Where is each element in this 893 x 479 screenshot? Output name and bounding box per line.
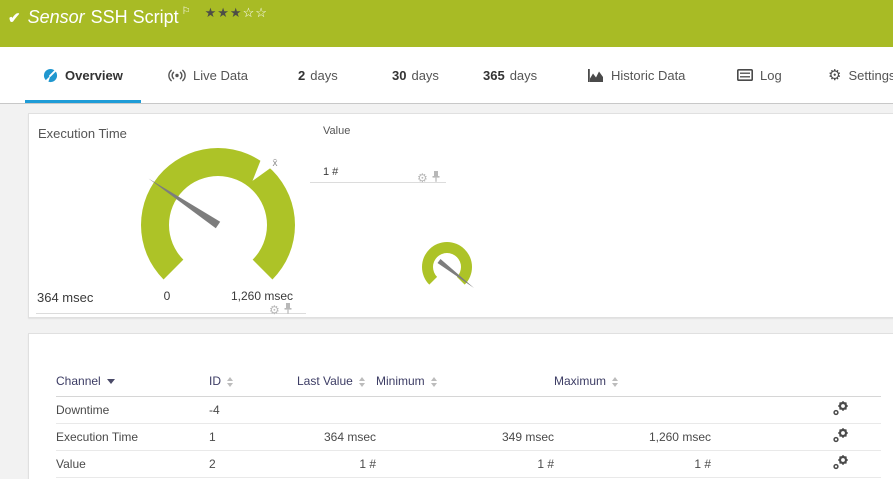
tab-overview-label: Overview [65,67,123,83]
gauges-panel: Execution Time x̄ 0 1,260 msec 364 msec … [28,113,893,318]
tab-historic-data[interactable]: Historic Data [580,47,693,103]
execution-time-gauge[interactable]: x̄ [133,140,303,315]
gauge-pin-icon[interactable] [432,169,440,187]
cell-minimum [376,396,554,424]
tab-historic-data-label: Historic Data [611,67,686,83]
cell-last-value [297,396,376,424]
table-row-value: Value 2 1 # 1 # 1 # [56,450,881,478]
gauge-scale-min: 0 [163,289,171,303]
sensor-header: ✔ Sensor SSH Script ⚐ ★★★☆☆ [0,0,893,47]
column-header-minimum[interactable]: Minimum [376,366,554,397]
column-header-id[interactable]: ID [209,366,297,397]
cell-channel[interactable]: Downtime [56,396,209,424]
channel-settings-icon[interactable] [833,400,849,416]
live-data-icon [168,69,186,82]
gauge-settings-gear-icon[interactable]: ⚙ [417,171,428,185]
table-header-row: Channel ID Last Value Minimum Maximum [56,366,881,397]
tab-settings[interactable]: ⚙ Settings [820,47,893,103]
tab-30-days-label: days [411,67,439,83]
column-header-channel[interactable]: Channel [56,366,209,397]
tab-live-data[interactable]: Live Data [160,47,256,103]
sensor-name: SSH Script [90,7,179,27]
tab-settings-label: Settings [848,67,893,83]
average-marker-notch [252,157,273,181]
gauge-value-current-value: 1 # [323,166,339,178]
cell-actions [711,423,881,451]
cell-channel[interactable]: Value [56,450,209,478]
column-header-actions [711,366,881,397]
cell-id: -4 [209,396,297,424]
stars-filled-icon[interactable]: ★★★ [204,5,243,20]
tab-2-days-label: days [310,67,338,83]
average-marker-label: x̄ [273,158,278,169]
gauge-pin-icon[interactable] [284,301,292,319]
column-header-last-value[interactable]: Last Value [297,366,376,397]
channel-table-panel: Channel ID Last Value Minimum Maximum Do… [28,333,893,479]
tab-30-days[interactable]: 30 days [384,47,447,103]
cell-actions [711,450,881,478]
gauge-execution-time-tools: ⚙ [269,301,292,319]
cell-channel[interactable]: Execution Time [56,423,209,451]
gauge-settings-gear-icon[interactable]: ⚙ [269,303,280,317]
sensor-kind-label: Sensor [27,7,85,27]
tab-365-days[interactable]: 365 days [475,47,545,103]
cell-minimum: 349 msec [376,423,554,451]
sensor-tab-bar: Overview Live Data 2 days 30 days 365 da… [0,47,893,104]
priority-flag-icon[interactable]: ⚐ [181,6,191,17]
sort-icon [358,376,365,387]
cell-last-value: 1 # [297,450,376,478]
gear-icon: ⚙ [828,66,842,84]
gauge-value-title: Value [323,125,351,137]
gauge-needle [148,178,221,229]
stars-empty-icon[interactable]: ☆☆ [242,5,268,20]
tab-30-days-number: 30 [392,67,407,83]
cell-maximum: 1 # [554,450,711,478]
gauge-needle [437,259,474,288]
cell-maximum: 1,260 msec [554,423,711,451]
table-row-downtime: Downtime -4 [56,396,881,424]
gauge-scale-max: 1,260 msec [230,289,294,303]
cell-id: 1 [209,423,297,451]
tab-log-label: Log [760,67,782,83]
channel-table: Channel ID Last Value Minimum Maximum Do… [56,366,881,478]
gauge-icon [43,68,58,83]
value-gauge[interactable] [412,230,502,315]
sort-icon [430,376,437,387]
tab-log[interactable]: Log [729,47,790,103]
sort-icon [227,376,233,387]
channel-settings-icon[interactable] [833,454,849,470]
column-header-maximum[interactable]: Maximum [554,366,711,397]
gauge-value-tools: ⚙ [417,169,440,187]
cell-actions [711,396,881,424]
tab-live-data-label: Live Data [193,67,248,83]
cell-maximum [554,396,711,424]
tab-2-days[interactable]: 2 days [290,47,346,103]
log-icon [737,69,753,81]
sort-desc-icon [106,379,115,385]
priority-stars[interactable]: ★★★☆☆ [205,5,268,21]
overview-content: Execution Time x̄ 0 1,260 msec 364 msec … [0,104,893,479]
channel-settings-icon[interactable] [833,427,849,443]
sort-icon [612,376,619,387]
status-ok-check-icon: ✔ [8,10,21,27]
tab-365-days-label: days [509,67,538,83]
table-row-execution-time: Execution Time 1 364 msec 349 msec 1,260… [56,423,881,451]
gauge-block-divider [36,313,306,314]
cell-last-value: 364 msec [297,423,376,451]
tab-2-days-number: 2 [298,67,306,83]
cell-id: 2 [209,450,297,478]
gauge-block-divider [310,182,446,183]
cell-minimum: 1 # [376,450,554,478]
gauge-execution-time-current-value: 364 msec [37,290,94,305]
tab-overview[interactable]: Overview [25,47,141,103]
gauge-execution-time-title: Execution Time [38,126,127,141]
tab-365-days-number: 365 [483,67,505,83]
area-chart-icon [588,68,604,82]
